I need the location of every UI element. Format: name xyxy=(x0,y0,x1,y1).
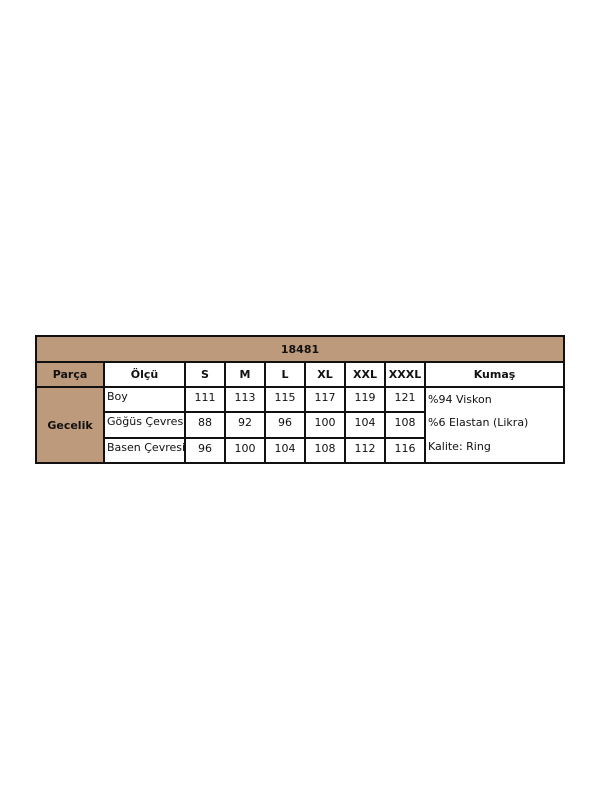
column-header: Kumaş xyxy=(426,363,565,388)
fabric-line: %6 Elastan (Likra) xyxy=(428,416,529,430)
measurement-label: Basen Çevresi xyxy=(105,439,186,464)
size-value: 112 xyxy=(346,439,386,464)
size-value: 117 xyxy=(306,388,346,413)
measurement-label: Göğüs Çevresi xyxy=(105,413,186,439)
size-value: 100 xyxy=(306,413,346,439)
size-value: 113 xyxy=(226,388,266,413)
column-header: XXXL xyxy=(386,363,426,388)
size-value: 121 xyxy=(386,388,426,413)
fabric-info: %94 Viskon %6 Elastan (Likra) Kalite: Ring xyxy=(426,388,565,464)
column-header: M xyxy=(226,363,266,388)
size-value: 116 xyxy=(386,439,426,464)
size-chart-table: 18481 Parça Ölçü S M L XL XXL XXXL Kumaş Gecelik Bo… xyxy=(35,335,565,464)
size-value: 115 xyxy=(266,388,306,413)
size-value: 108 xyxy=(306,439,346,464)
column-header: S xyxy=(186,363,226,388)
fabric-line: Kalite: Ring xyxy=(428,439,491,453)
fabric-line: %94 Viskon xyxy=(428,393,492,406)
table-title: 18481 xyxy=(37,337,565,363)
measurement-label: Boy xyxy=(105,388,186,413)
size-value: 104 xyxy=(266,439,306,464)
size-value: 104 xyxy=(346,413,386,439)
column-header: L xyxy=(266,363,306,388)
size-value: 100 xyxy=(226,439,266,464)
column-header: XXL xyxy=(346,363,386,388)
column-header: Parça xyxy=(37,363,105,388)
size-value: 96 xyxy=(186,439,226,464)
column-header: XL xyxy=(306,363,346,388)
column-header: Ölçü xyxy=(105,363,186,388)
size-value: 88 xyxy=(186,413,226,439)
size-value: 92 xyxy=(226,413,266,439)
size-value: 119 xyxy=(346,388,386,413)
part-name: Gecelik xyxy=(37,388,105,464)
size-value: 111 xyxy=(186,388,226,413)
size-value: 96 xyxy=(266,413,306,439)
size-value: 108 xyxy=(386,413,426,439)
